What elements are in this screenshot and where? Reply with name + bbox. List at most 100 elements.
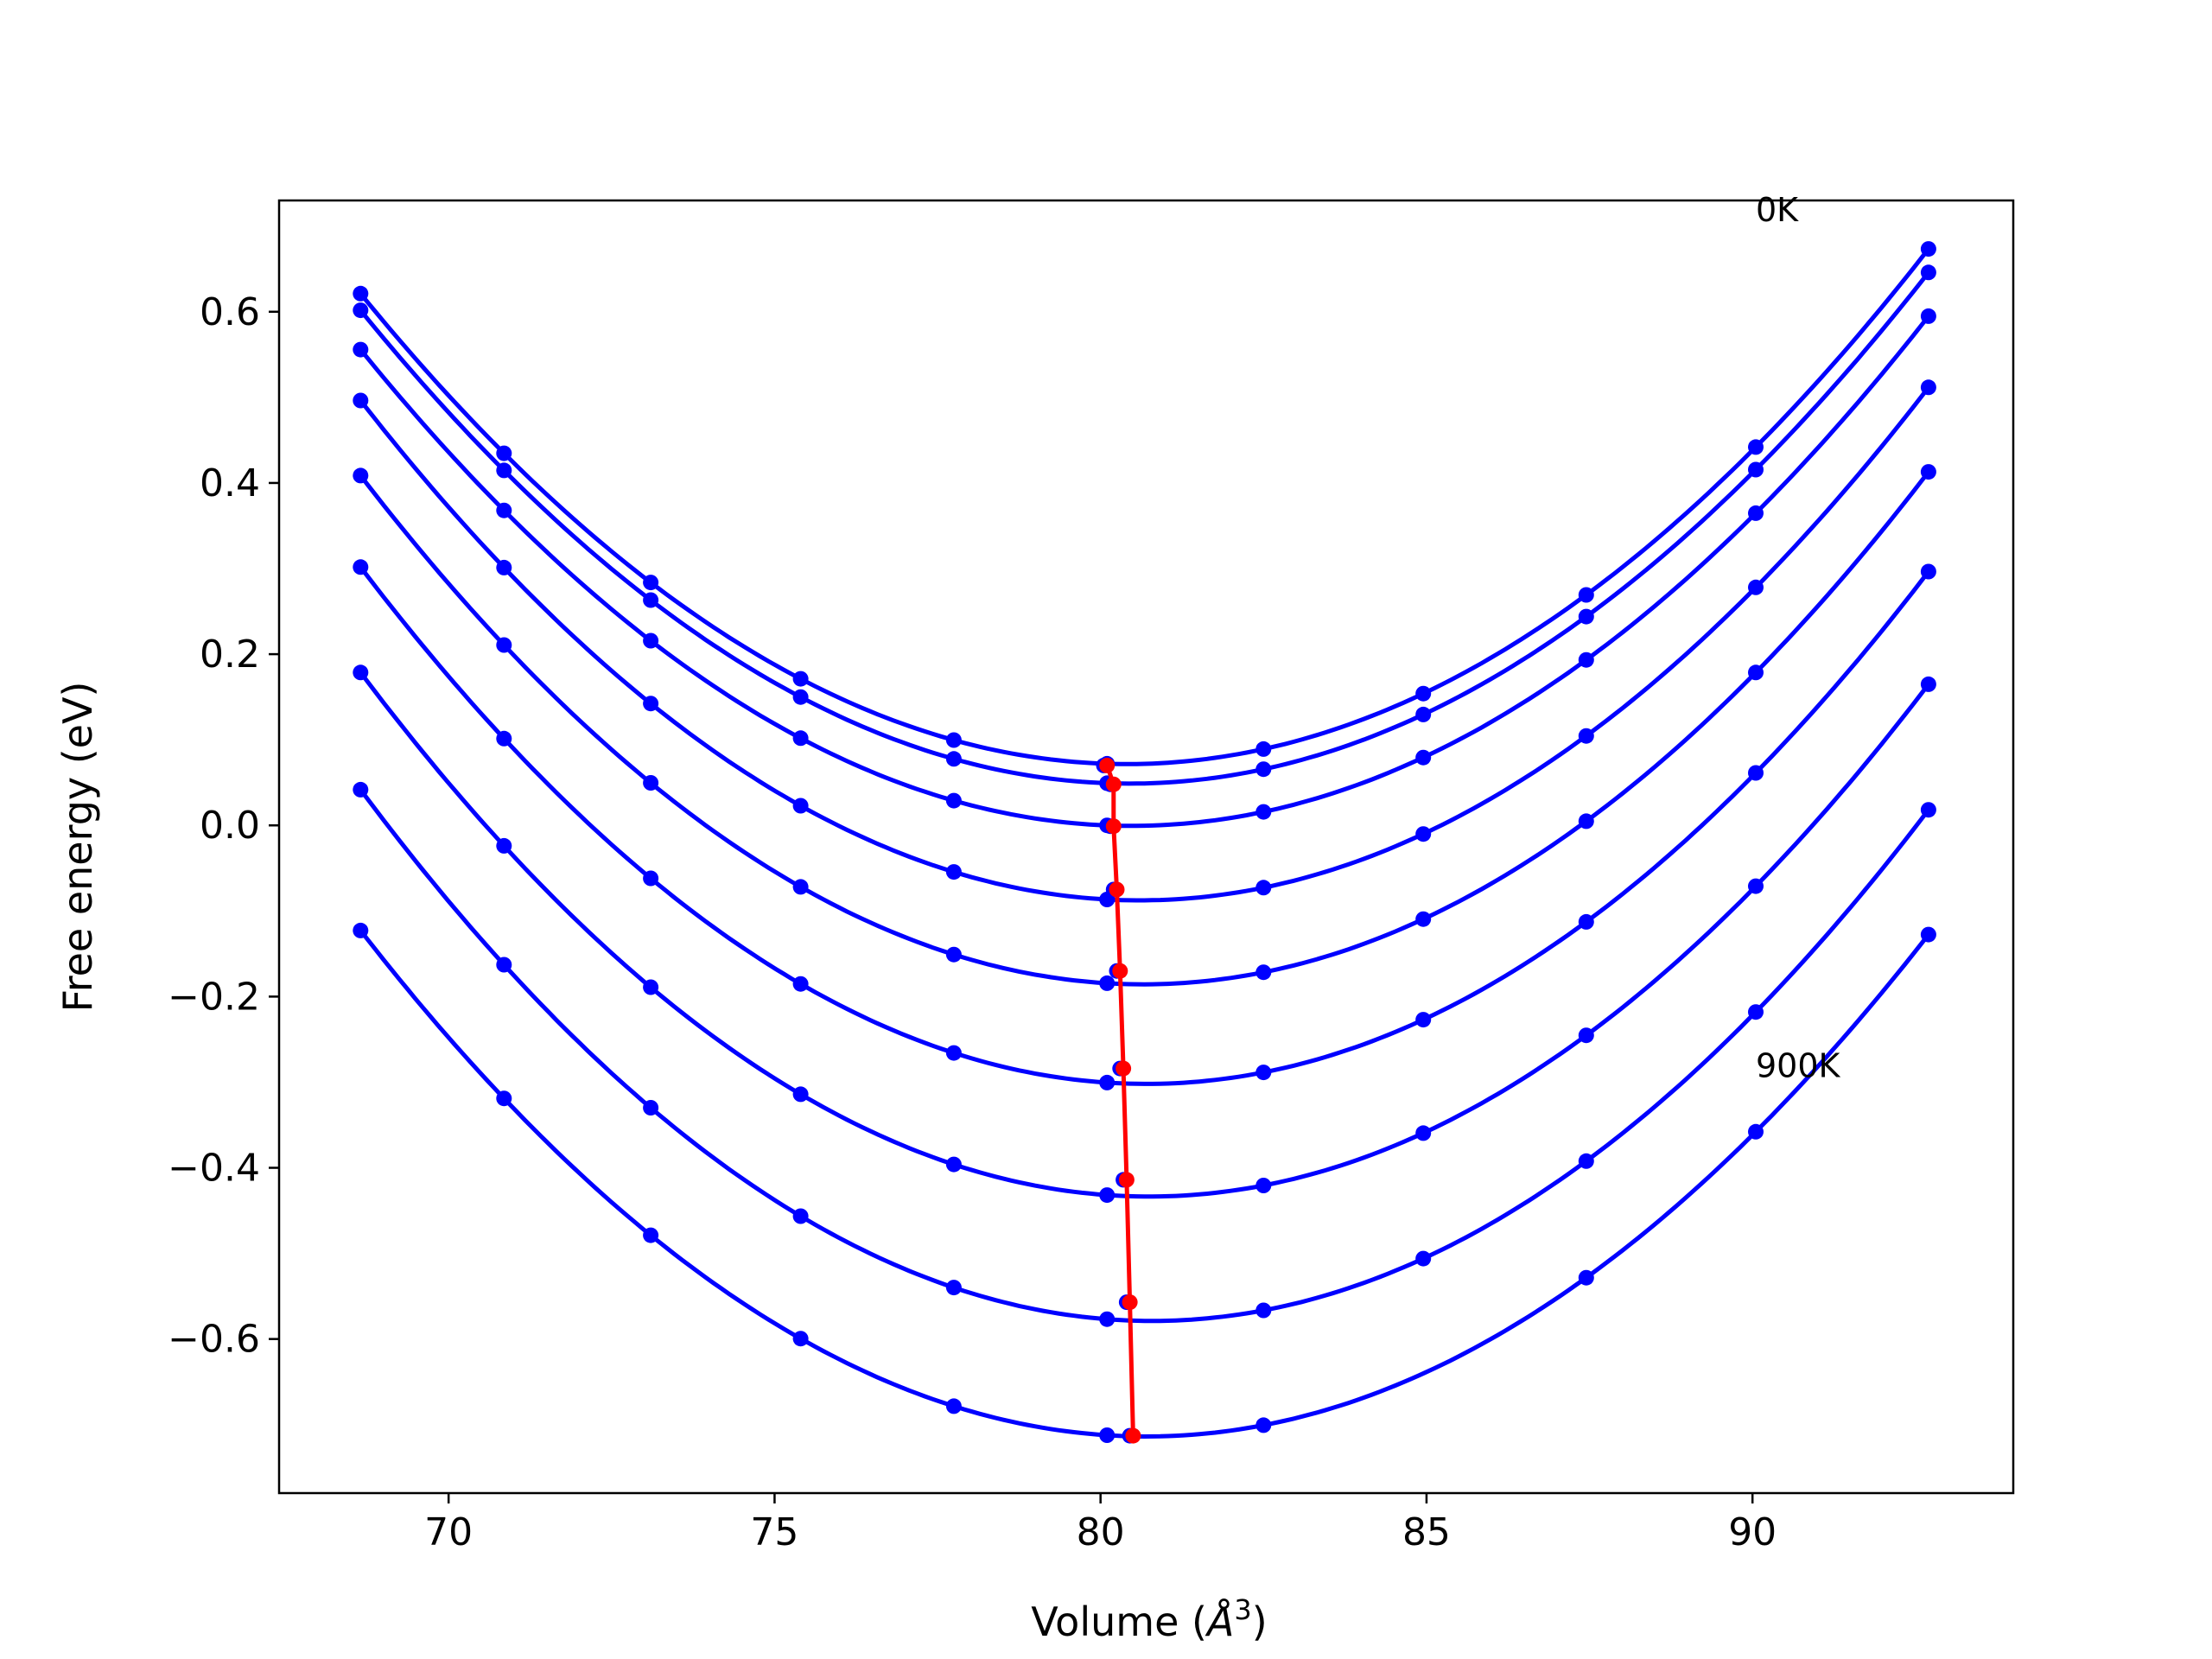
data-point [643,775,659,791]
data-point [643,979,659,995]
data-point [945,751,962,767]
minimum-point [1125,1427,1141,1444]
data-point [496,502,512,518]
data-point [1578,728,1594,744]
data-point [1578,587,1594,603]
x-tick-label: 90 [1728,1510,1777,1554]
data-point [1415,706,1432,722]
x-tick-label: 70 [424,1510,473,1554]
data-point [945,1398,962,1414]
data-point [1920,802,1936,818]
data-point [643,575,659,591]
curve-1 [359,270,1930,786]
y-tick-label: −0.4 [168,1147,260,1191]
data-point [1920,676,1936,692]
data-point [496,445,512,461]
data-point [945,732,962,748]
data-point [1578,1269,1594,1286]
data-point [643,1100,659,1116]
y-axis-label: Free energy (eV) [54,682,101,1013]
data-point [1920,464,1936,480]
data-point [1578,813,1594,830]
data-point [792,1086,809,1103]
y-tick-label: −0.6 [168,1318,260,1362]
data-point [945,1156,962,1173]
data-point [792,1208,809,1224]
data-point [1578,1153,1594,1169]
data-point [1099,1427,1116,1443]
data-point [353,664,369,681]
data-point [643,870,659,887]
data-point [945,1280,962,1296]
minimum-point [1099,757,1116,773]
y-tick-label: 0.2 [200,632,260,677]
plot-area [353,241,1936,1444]
data-point [1748,461,1764,478]
annotation-900k: 900K [1756,1047,1841,1085]
data-point [1255,761,1272,778]
data-point [1920,264,1936,281]
data-point [1748,664,1764,681]
data-point [792,1331,809,1347]
data-point [1255,804,1272,820]
data-point [1920,241,1936,257]
data-point [1920,308,1936,324]
data-point [496,957,512,973]
axes-frame [277,199,2015,1495]
minimum-point [1112,963,1128,979]
data-point [353,922,369,938]
data-point [353,781,369,798]
minimum-point [1116,1060,1132,1077]
x-tick-label: 75 [750,1510,798,1554]
data-point [1415,685,1432,702]
curve-0 [359,247,1930,766]
minimum-point [1109,881,1125,898]
minimum-point [1105,776,1122,792]
data-point [945,1045,962,1061]
data-point [1748,439,1764,455]
y-tick-label: 0.4 [200,461,260,505]
data-point [496,637,512,653]
x-tick-label: 80 [1077,1510,1125,1554]
data-point [1255,964,1272,981]
x-tick-label: 85 [1402,1510,1451,1554]
data-point [1415,1012,1432,1028]
data-point [1255,1417,1272,1433]
y-axis: −0.6 −0.4 −0.2 0.0 0.2 0.4 0.6 [168,290,279,1362]
data-point [1748,505,1764,521]
data-point [1748,765,1764,781]
data-point [1099,1074,1116,1090]
data-point [1578,913,1594,930]
minimum-point [1122,1294,1138,1311]
data-point [1748,1123,1764,1140]
curve-2 [359,315,1930,829]
data-point [1415,911,1432,927]
data-point [1578,608,1594,625]
curve-7 [359,788,1930,1324]
data-point [945,864,962,880]
curve-4 [359,470,1930,987]
data-point [1415,826,1432,842]
y-tick-label: 0.0 [200,804,260,848]
data-point [792,879,809,895]
data-point [1415,1125,1432,1141]
data-point [1578,652,1594,668]
data-point [1255,1178,1272,1193]
data-point [1255,880,1272,896]
minimum-point [1118,1172,1135,1188]
data-point [1920,563,1936,580]
data-point [1578,1027,1594,1044]
minimum-point [1105,818,1122,835]
data-point [792,976,809,992]
data-point [1415,749,1432,766]
data-point [1920,379,1936,396]
data-point [1748,878,1764,894]
curve-3 [359,385,1930,903]
data-point [792,671,809,687]
data-point [496,730,512,747]
data-point [1255,1065,1272,1081]
data-point [792,689,809,705]
x-axis: 70 75 80 85 90 [424,1493,1777,1554]
data-point [353,285,369,302]
data-point [496,462,512,479]
